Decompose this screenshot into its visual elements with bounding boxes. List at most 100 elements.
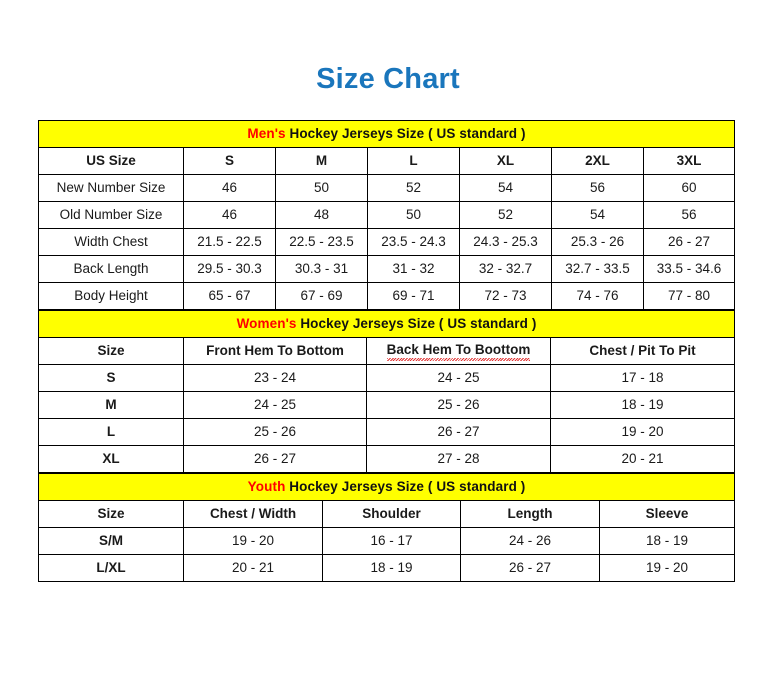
mens-row-0-cell-5: 60 — [642, 174, 736, 202]
mens-row-1-cell-0: 46 — [183, 201, 276, 229]
youth-row-1-cell-1: 18 - 19 — [322, 554, 461, 582]
mens-col-3: L — [367, 147, 460, 175]
page-title: Size Chart — [316, 63, 460, 95]
womens-row-0-cell-0: 23 - 24 — [183, 364, 367, 392]
mens-banner-row: Men's Hockey Jerseys Size ( US standard … — [37, 120, 736, 148]
mens-row-3-cell-5: 33.5 - 34.6 — [642, 255, 736, 283]
womens-row-0-label: S — [38, 364, 184, 392]
mens-col-6: 3XL — [642, 147, 736, 175]
womens-row-1-cell-2: 18 - 19 — [549, 391, 736, 419]
womens-row-0-cell-2: 17 - 18 — [549, 364, 736, 392]
womens-row-3-cell-1: 27 - 28 — [366, 445, 551, 473]
table-row: Back Length 29.5 - 30.3 30.3 - 31 31 - 3… — [38, 255, 736, 283]
mens-row-2-cell-3: 24.3 - 25.3 — [459, 228, 552, 256]
mens-row-0-cell-3: 54 — [459, 174, 552, 202]
mens-row-1-cell-3: 52 — [459, 201, 552, 229]
youth-col-3: Length — [460, 500, 600, 528]
mens-row-2-cell-5: 26 - 27 — [642, 228, 736, 256]
table-row: M 24 - 25 25 - 26 18 - 19 — [38, 391, 736, 419]
mens-row-2-cell-2: 23.5 - 24.3 — [367, 228, 460, 256]
mens-section-banner: Men's Hockey Jerseys Size ( US standard … — [37, 120, 736, 148]
mens-col-1: S — [183, 147, 276, 175]
mens-row-0-cell-1: 50 — [275, 174, 368, 202]
mens-row-1-cell-4: 54 — [551, 201, 644, 229]
mens-row-4-cell-2: 69 - 71 — [367, 282, 460, 310]
womens-size-table: Women's Hockey Jerseys Size ( US standar… — [37, 310, 736, 473]
mens-row-2-cell-4: 25.3 - 26 — [551, 228, 644, 256]
youth-row-1-cell-2: 26 - 27 — [460, 554, 600, 582]
table-row: Old Number Size 46 48 50 52 54 56 — [38, 201, 736, 229]
mens-size-table: Men's Hockey Jerseys Size ( US standard … — [37, 120, 736, 310]
youth-col-1: Chest / Width — [183, 500, 323, 528]
youth-row-1-cell-3: 19 - 20 — [598, 554, 736, 582]
youth-col-4: Sleeve — [598, 500, 736, 528]
youth-size-table: Youth Hockey Jerseys Size ( US standard … — [37, 473, 736, 582]
mens-row-4-label: Body Height — [38, 282, 184, 310]
mens-row-3-label: Back Length — [38, 255, 184, 283]
mens-row-4-cell-0: 65 - 67 — [183, 282, 276, 310]
mens-col-2: M — [275, 147, 368, 175]
womens-row-3-cell-2: 20 - 21 — [549, 445, 736, 473]
youth-banner-row: Youth Hockey Jerseys Size ( US standard … — [37, 473, 736, 501]
womens-row-2-cell-1: 26 - 27 — [366, 418, 551, 446]
size-tables-container: Men's Hockey Jerseys Size ( US standard … — [37, 120, 736, 582]
youth-banner-rest: Hockey Jerseys Size ( US standard ) — [285, 478, 526, 494]
womens-col-1: Front Hem To Bottom — [183, 337, 367, 365]
womens-banner-row: Women's Hockey Jerseys Size ( US standar… — [37, 310, 736, 338]
youth-header-row: Size Chest / Width Shoulder Length Sleev… — [38, 500, 736, 528]
mens-row-4-cell-5: 77 - 80 — [642, 282, 736, 310]
womens-banner-rest: Hockey Jerseys Size ( US standard ) — [296, 315, 537, 331]
womens-col-2-label: Back Hem To Boottom — [386, 342, 531, 361]
mens-row-4-cell-4: 74 - 76 — [551, 282, 644, 310]
mens-row-4-cell-1: 67 - 69 — [275, 282, 368, 310]
mens-row-3-cell-0: 29.5 - 30.3 — [183, 255, 276, 283]
mens-row-3-cell-1: 30.3 - 31 — [275, 255, 368, 283]
mens-row-1-label: Old Number Size — [38, 201, 184, 229]
youth-col-2: Shoulder — [322, 500, 461, 528]
womens-row-3-label: XL — [38, 445, 184, 473]
table-row: New Number Size 46 50 52 54 56 60 — [38, 174, 736, 202]
mens-banner-rest: Hockey Jerseys Size ( US standard ) — [285, 125, 526, 141]
mens-row-4-cell-3: 72 - 73 — [459, 282, 552, 310]
mens-row-0-cell-0: 46 — [183, 174, 276, 202]
youth-row-0-cell-0: 19 - 20 — [183, 527, 323, 555]
mens-row-1-cell-2: 50 — [367, 201, 460, 229]
mens-row-2-cell-1: 22.5 - 23.5 — [275, 228, 368, 256]
mens-row-0-label: New Number Size — [38, 174, 184, 202]
womens-banner-accent: Women's — [236, 315, 297, 331]
table-row: Body Height 65 - 67 67 - 69 69 - 71 72 -… — [38, 282, 736, 310]
table-row: S 23 - 24 24 - 25 17 - 18 — [38, 364, 736, 392]
mens-row-0-cell-4: 56 — [551, 174, 644, 202]
table-row: XL 26 - 27 27 - 28 20 - 21 — [38, 445, 736, 473]
mens-header-row: US Size S M L XL 2XL 3XL — [38, 147, 736, 175]
mens-row-2-cell-0: 21.5 - 22.5 — [183, 228, 276, 256]
womens-row-2-cell-0: 25 - 26 — [183, 418, 367, 446]
table-row: L 25 - 26 26 - 27 19 - 20 — [38, 418, 736, 446]
womens-row-3-cell-0: 26 - 27 — [183, 445, 367, 473]
youth-row-0-cell-2: 24 - 26 — [460, 527, 600, 555]
womens-section-banner: Women's Hockey Jerseys Size ( US standar… — [37, 310, 736, 338]
mens-row-2-label: Width Chest — [38, 228, 184, 256]
table-row: Width Chest 21.5 - 22.5 22.5 - 23.5 23.5… — [38, 228, 736, 256]
mens-row-3-cell-3: 32 - 32.7 — [459, 255, 552, 283]
table-row: L/XL 20 - 21 18 - 19 26 - 27 19 - 20 — [38, 554, 736, 582]
womens-row-2-cell-2: 19 - 20 — [549, 418, 736, 446]
womens-col-0: Size — [38, 337, 184, 365]
mens-col-4: XL — [459, 147, 552, 175]
youth-col-0: Size — [38, 500, 184, 528]
youth-row-1-cell-0: 20 - 21 — [183, 554, 323, 582]
mens-row-1-cell-1: 48 — [275, 201, 368, 229]
mens-col-5: 2XL — [551, 147, 644, 175]
mens-row-3-cell-4: 32.7 - 33.5 — [551, 255, 644, 283]
mens-banner-accent: Men's — [247, 125, 286, 141]
youth-banner-accent: Youth — [247, 478, 286, 494]
womens-row-1-cell-0: 24 - 25 — [183, 391, 367, 419]
womens-header-row: Size Front Hem To Bottom Back Hem To Boo… — [38, 337, 736, 365]
table-row: S/M 19 - 20 16 - 17 24 - 26 18 - 19 — [38, 527, 736, 555]
youth-row-1-label: L/XL — [38, 554, 184, 582]
youth-section-banner: Youth Hockey Jerseys Size ( US standard … — [37, 473, 736, 501]
youth-row-0-cell-1: 16 - 17 — [322, 527, 461, 555]
youth-row-0-label: S/M — [38, 527, 184, 555]
mens-col-0: US Size — [38, 147, 184, 175]
womens-row-2-label: L — [38, 418, 184, 446]
